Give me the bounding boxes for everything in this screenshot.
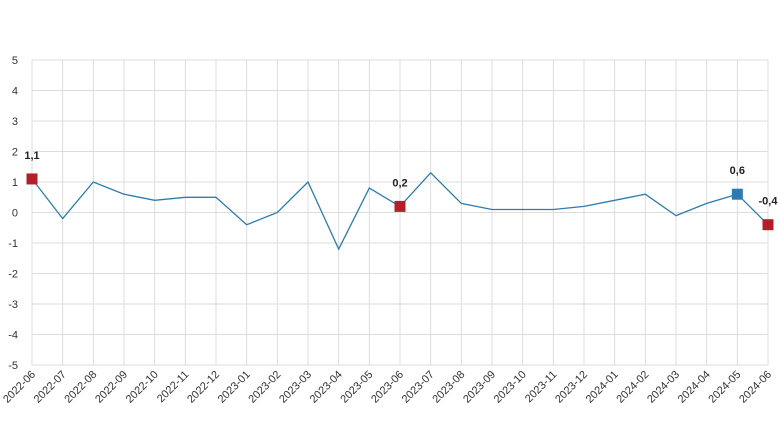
x-tick-label: 2024-04 (676, 369, 713, 406)
y-tick-label: 0 (12, 208, 18, 220)
y-tick-label: -2 (8, 269, 18, 281)
y-axis-ticks: 5 4 3 2 1 0 -1 -2 -3 -4 -5 (8, 55, 18, 372)
data-point (306, 180, 310, 184)
x-tick-label: 2024-01 (584, 369, 621, 406)
x-tick-label: 2024-05 (706, 369, 743, 406)
x-tick-label: 2022-07 (32, 369, 69, 406)
x-tick-label: 2023-06 (369, 369, 406, 406)
data-point (275, 211, 279, 215)
y-tick-label: 2 (12, 147, 18, 159)
x-tick-label: 2022-06 (1, 369, 38, 406)
x-tick-label: 2023-07 (400, 369, 437, 406)
data-point (551, 207, 555, 211)
x-tick-label: 2023-08 (430, 369, 467, 406)
highlight-marker (394, 200, 406, 212)
x-tick-label: 2022-12 (185, 369, 222, 406)
highlight-marker (762, 219, 774, 231)
highlight-markers: 1,1 0,2 0,6 -0,4 (24, 150, 779, 231)
data-point (429, 171, 433, 175)
grid-layer (31, 59, 769, 366)
data-label: -0,4 (759, 196, 779, 208)
data-point (245, 223, 249, 227)
data-point (459, 201, 463, 205)
y-tick-label: -4 (8, 330, 18, 342)
x-tick-label: 2023-05 (338, 369, 375, 406)
y-tick-label: -5 (8, 360, 18, 372)
data-point (153, 198, 157, 202)
data-point (521, 207, 525, 211)
data-point (122, 192, 126, 196)
highlight-marker (26, 173, 38, 185)
x-tick-label: 2023-01 (216, 369, 253, 406)
x-tick-label: 2024-06 (737, 369, 774, 406)
highlight-marker (731, 188, 743, 200)
x-tick-label: 2023-02 (246, 369, 283, 406)
data-point (61, 217, 65, 221)
data-label: 0,2 (392, 177, 407, 189)
data-point (613, 198, 617, 202)
data-point (582, 204, 586, 208)
data-point (367, 186, 371, 190)
data-point (705, 201, 709, 205)
data-point (674, 214, 678, 218)
x-tick-label: 2023-03 (277, 369, 314, 406)
x-tick-label: 2023-10 (492, 369, 529, 406)
x-tick-label: 2022-08 (62, 369, 99, 406)
y-tick-label: -3 (8, 299, 18, 311)
data-point (91, 180, 95, 184)
x-tick-label: 2023-12 (553, 369, 590, 406)
y-tick-label: 1 (12, 177, 18, 189)
x-tick-label: 2023-09 (461, 369, 498, 406)
x-axis-ticks: 2022-062022-072022-082022-092022-102022-… (1, 369, 774, 406)
x-tick-label: 2022-11 (155, 369, 191, 405)
x-tick-label: 2023-04 (308, 369, 345, 406)
y-tick-label: 5 (12, 55, 18, 67)
data-point (337, 247, 341, 251)
data-point (183, 195, 187, 199)
y-tick-label: 3 (12, 116, 18, 128)
data-point (214, 195, 218, 199)
x-tick-label: 2022-09 (93, 369, 130, 406)
x-tick-label: 2024-02 (614, 369, 651, 406)
data-label: 1,1 (24, 150, 39, 162)
y-tick-label: -1 (8, 238, 18, 250)
x-tick-label: 2024-03 (645, 369, 682, 406)
y-tick-label: 4 (12, 86, 18, 98)
data-point (490, 207, 494, 211)
data-label: 0,6 (730, 165, 745, 177)
data-point (643, 192, 647, 196)
x-tick-label: 2023-11 (523, 369, 559, 405)
x-tick-label: 2022-10 (124, 369, 161, 406)
